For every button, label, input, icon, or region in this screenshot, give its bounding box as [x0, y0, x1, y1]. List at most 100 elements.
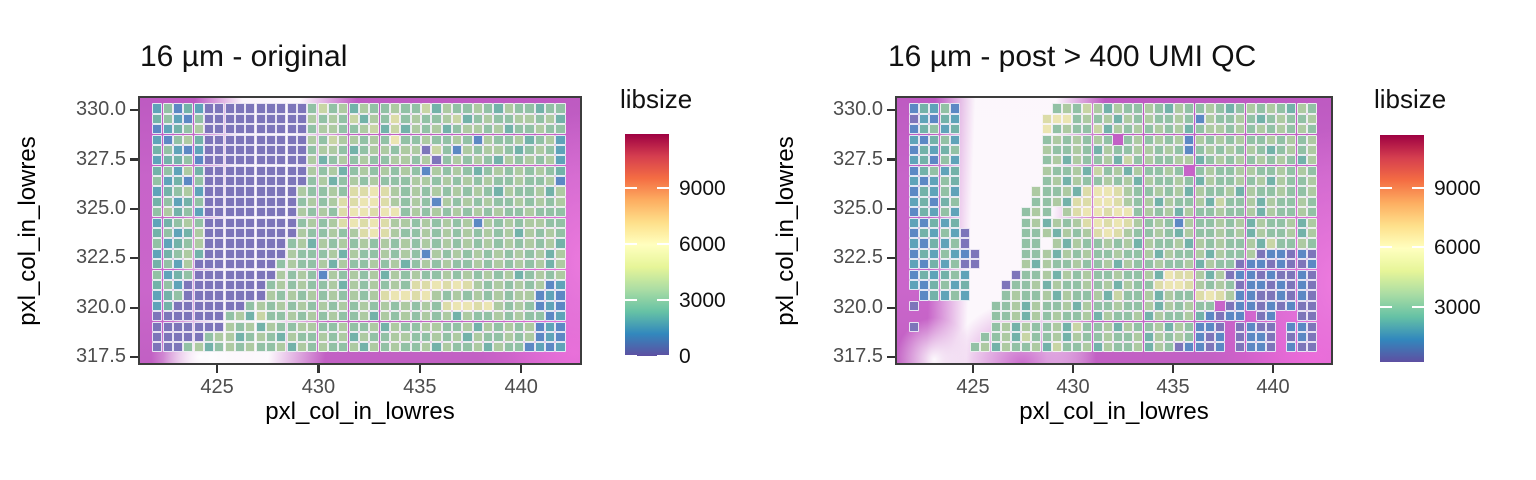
grid-cell — [1174, 238, 1185, 249]
grid-cell — [1255, 290, 1266, 301]
grid-cell — [1184, 248, 1195, 259]
grid-cell — [545, 311, 556, 322]
grid-cell — [245, 144, 256, 156]
grid-cell — [1174, 279, 1185, 291]
grid-cell — [183, 248, 194, 259]
grid-cell — [1286, 144, 1297, 156]
grid-cell — [452, 259, 463, 270]
grid-cell — [410, 113, 421, 124]
grid-cell — [224, 300, 235, 311]
grid-cell — [1245, 144, 1256, 156]
grid-cell — [358, 238, 370, 249]
grid-cell — [265, 124, 277, 135]
grid-cell — [296, 134, 308, 145]
grid-cell — [1021, 238, 1032, 249]
grid-cell — [327, 113, 339, 124]
grid-cell — [990, 321, 1001, 332]
grid-cell — [524, 196, 535, 208]
grid-cell — [410, 331, 421, 343]
grid-cell — [483, 331, 494, 343]
grid-cell — [358, 217, 370, 228]
grid-cell — [1276, 103, 1287, 114]
grid-cell — [265, 342, 277, 353]
grid-cell — [472, 269, 483, 280]
grid-cell — [317, 196, 328, 208]
legend-tick-label: 3000 — [679, 289, 726, 313]
grid-cell — [420, 103, 432, 114]
grid-cell — [1194, 103, 1205, 114]
grid-cell — [1041, 124, 1052, 135]
grid-cell — [307, 113, 318, 124]
grid-cell — [524, 342, 535, 353]
grid-cell — [1133, 155, 1144, 166]
grid-cell — [317, 155, 328, 166]
grid-cell — [1010, 269, 1022, 280]
grid-cell — [369, 186, 380, 197]
grid-cell — [1061, 238, 1073, 249]
grid-cell — [555, 331, 566, 343]
grid-cell — [472, 124, 483, 135]
grid-cell — [1051, 176, 1062, 187]
grid-cell — [286, 321, 297, 332]
grid-cell — [949, 186, 960, 197]
grid-cell — [183, 103, 194, 114]
grid-cell — [1112, 290, 1124, 301]
grid-cell — [1123, 238, 1134, 249]
grid-cell — [545, 113, 556, 124]
grid-cell — [1265, 248, 1277, 259]
grid-cell — [1174, 248, 1185, 259]
grid-cell — [420, 165, 432, 176]
grid-cell — [1072, 248, 1083, 259]
grid-cell — [224, 331, 235, 343]
grid-cell — [919, 259, 930, 270]
grid-cell — [929, 217, 940, 228]
grid-cell — [1265, 124, 1277, 135]
grid-cell — [555, 196, 566, 208]
grid-cell — [472, 321, 483, 332]
grid-cell — [245, 331, 256, 343]
grid-cell — [265, 186, 277, 197]
grid-cell — [1021, 279, 1032, 291]
grid-cell — [1092, 259, 1103, 270]
grid-cell — [338, 176, 349, 187]
grid-cell — [503, 217, 514, 228]
grid-cell — [534, 207, 545, 218]
grid-cell — [462, 155, 473, 166]
grid-cell — [1021, 259, 1032, 270]
grid-cell — [172, 248, 184, 259]
grid-cell — [369, 331, 380, 343]
grid-cell — [214, 207, 225, 218]
grid-cell — [1174, 217, 1185, 228]
grid-cell — [1235, 269, 1246, 280]
grid-cell — [265, 217, 277, 228]
grid-cell — [929, 144, 940, 156]
grid-cell — [472, 207, 483, 218]
grid-cell — [296, 155, 308, 166]
x-tick-label: 435 — [403, 376, 437, 398]
grid-cell — [296, 331, 308, 343]
grid-cell — [1112, 207, 1124, 218]
grid-cell — [1123, 113, 1134, 124]
grid-cell — [389, 113, 401, 124]
grid-cell — [1174, 165, 1185, 176]
grid-cell — [234, 165, 246, 176]
grid-cell — [545, 207, 556, 218]
grid-cell — [1265, 331, 1277, 343]
grid-cell — [183, 300, 194, 311]
grid-cell — [152, 279, 163, 291]
grid-cell — [1123, 311, 1134, 322]
grid-cell — [1092, 103, 1103, 114]
grid-cell — [545, 165, 556, 176]
grid-cell — [1092, 113, 1103, 124]
grid-cell — [317, 269, 328, 280]
grid-cell — [255, 311, 266, 322]
grid-cell — [431, 207, 442, 218]
grid-cell — [1133, 342, 1144, 353]
grid-cell — [1163, 248, 1175, 259]
grid-cell — [1235, 331, 1246, 343]
grid-cell — [1031, 248, 1042, 259]
grid-cell — [1235, 259, 1246, 270]
grid-cell — [420, 124, 432, 135]
grid-cell — [389, 279, 401, 291]
grid-cell — [1184, 279, 1195, 291]
